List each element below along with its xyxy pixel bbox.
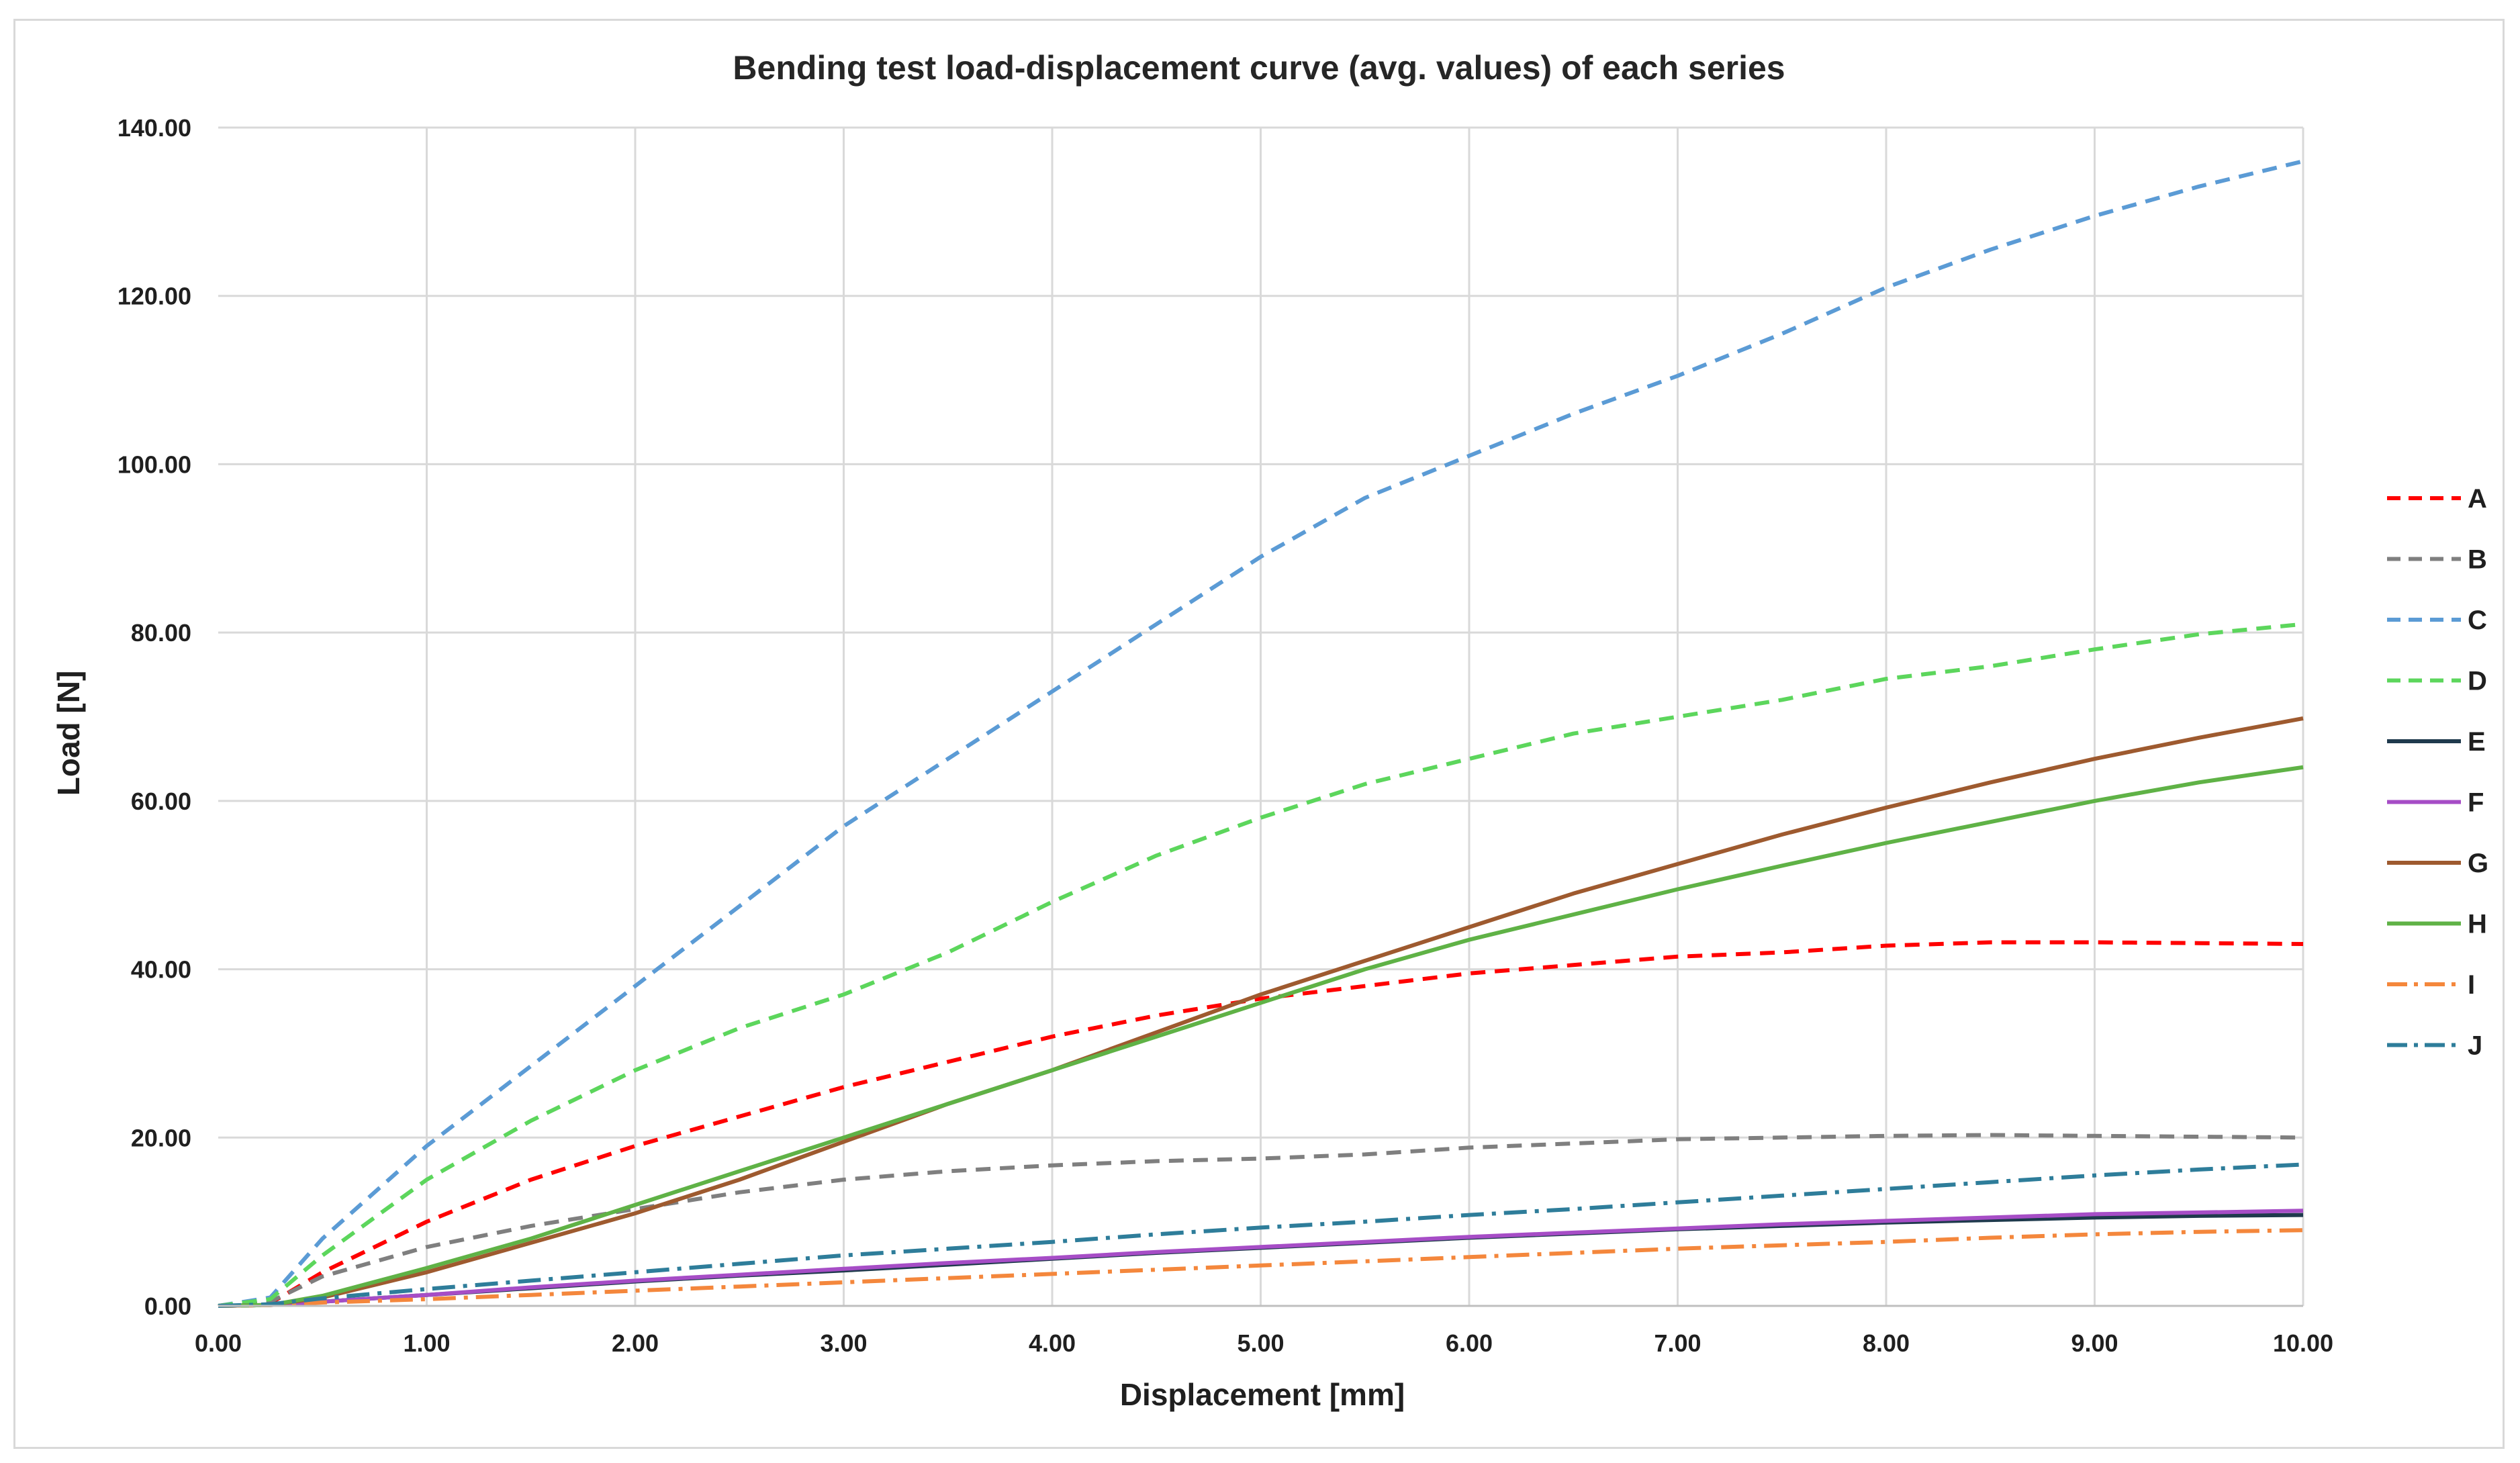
legend-label-i: I	[2468, 970, 2475, 1000]
y-tick-label: 0.00	[144, 1292, 191, 1320]
legend-label-h: H	[2468, 910, 2487, 939]
y-tick-label: 40.00	[131, 956, 191, 984]
series-line-g	[218, 716, 2304, 1308]
series-line-h	[218, 765, 2304, 1308]
x-tick-label: 0.00	[195, 1329, 242, 1357]
y-tick-label: 20.00	[131, 1124, 191, 1151]
series-line-j	[218, 1162, 2304, 1308]
y-axis-ticks: 0.00 20.00 40.00 60.00 80.00 100.00 120.00 140.…	[118, 114, 191, 1320]
legend-label-e: E	[2468, 727, 2486, 757]
x-tick-label: 10.00	[2273, 1329, 2333, 1357]
legend-label-f: F	[2468, 788, 2484, 818]
legend-label-j: J	[2468, 1031, 2482, 1061]
gridlines	[218, 126, 2304, 1306]
legend: A B C D E F G H I J	[2387, 484, 2488, 1061]
x-tick-label: 3.00	[820, 1329, 867, 1357]
legend-label-b: B	[2468, 545, 2487, 575]
x-tick-label: 5.00	[1237, 1329, 1284, 1357]
x-tick-label: 9.00	[2071, 1329, 2118, 1357]
x-tick-label: 2.00	[612, 1329, 659, 1357]
x-tick-label: 4.00	[1029, 1329, 1076, 1357]
y-tick-label: 140.00	[118, 114, 191, 142]
series-line-i	[218, 1228, 2304, 1308]
x-tick-label: 7.00	[1654, 1329, 1701, 1357]
series-lines	[218, 159, 2304, 1308]
legend-label-a: A	[2468, 484, 2487, 514]
y-axis-title: Load [N]	[51, 671, 86, 796]
x-tick-label: 6.00	[1446, 1329, 1493, 1357]
x-axis-title: Displacement [mm]	[1120, 1377, 1405, 1412]
legend-label-g: G	[2468, 849, 2488, 878]
series-line-a	[218, 940, 2304, 1308]
series-line-b	[218, 1133, 2304, 1308]
chart-frame	[13, 19, 2505, 1449]
series-line-f	[218, 1209, 2304, 1308]
legend-label-c: C	[2468, 606, 2487, 635]
y-tick-label: 120.00	[118, 283, 191, 310]
x-tick-label: 1.00	[403, 1329, 450, 1357]
chart-title: Bending test load-displacement curve (av…	[733, 49, 1785, 87]
y-tick-label: 100.00	[118, 451, 191, 478]
x-axis-ticks: 0.00 1.00 2.00 3.00 4.00 5.00 6.00 7.00 8.00 9.00…	[195, 1329, 2333, 1357]
y-tick-label: 60.00	[131, 788, 191, 815]
legend-label-d: D	[2468, 667, 2487, 696]
y-tick-label: 80.00	[131, 619, 191, 647]
x-tick-label: 8.00	[1863, 1329, 1910, 1357]
